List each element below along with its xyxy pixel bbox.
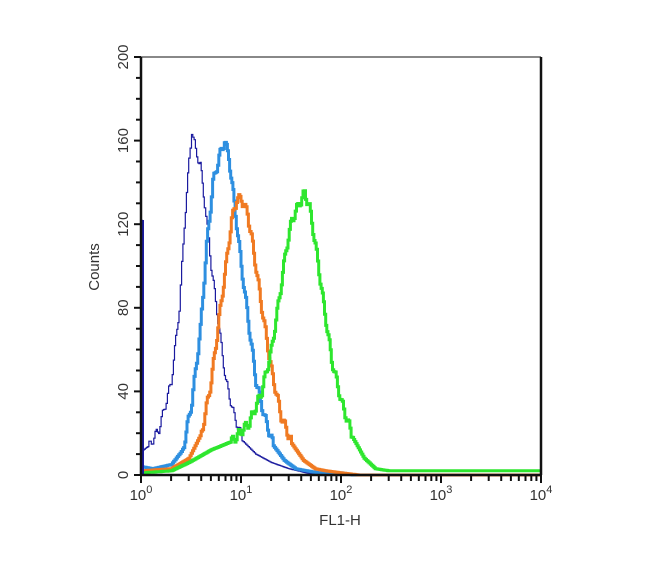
plot-area [141, 57, 541, 475]
x-axis-title: FL1-H [319, 512, 361, 529]
y-tick-label: 40 [115, 383, 132, 400]
y-tick-label: 80 [115, 299, 132, 316]
y-axis: 0 40 80 120 160 200 [115, 44, 141, 479]
x-tick-label: 102 [330, 484, 353, 504]
x-tick-label: 101 [230, 484, 253, 504]
y-tick-label: 200 [115, 44, 132, 69]
x-tick-label: 100 [130, 484, 153, 504]
y-tick-label: 120 [115, 212, 132, 237]
x-tick-label: 104 [530, 484, 553, 504]
series-green-line [140, 189, 541, 475]
x-axis: 100 101 102 103 104 [130, 475, 553, 504]
y-axis-title: Counts [86, 243, 103, 291]
x-tick-label: 103 [430, 484, 453, 504]
y-tick-label: 0 [115, 471, 132, 479]
y-tick-label: 160 [115, 128, 132, 153]
